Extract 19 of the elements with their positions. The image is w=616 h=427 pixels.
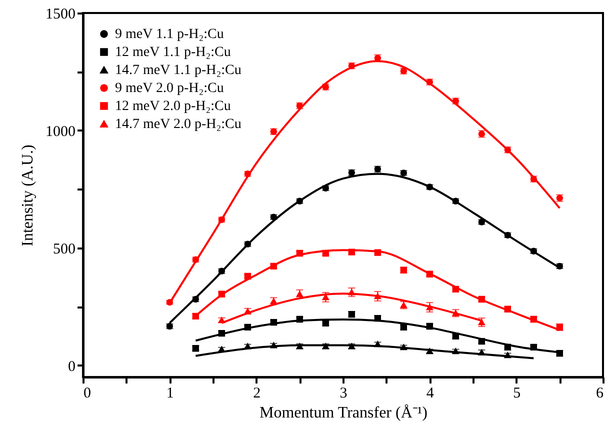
y-tick-label: 1000 <box>46 124 76 140</box>
x-tick-label: 4 <box>426 386 434 402</box>
x-tick-label: 3 <box>340 386 348 402</box>
x-tick-label: 5 <box>513 386 521 402</box>
x-tick-label: 0 <box>84 386 91 402</box>
legend-label: 14.7 meV 2.0 p-H₂:Cu <box>115 117 242 132</box>
y-tick-label: 500 <box>53 241 76 258</box>
x-axis-title: Momentum Transfer (Å⁻¹) <box>259 404 428 422</box>
y-tick-label: 1500 <box>46 6 76 22</box>
legend-label: 12 meV 1.1 p-H₂:Cu <box>115 45 231 60</box>
legend-label: 12 meV 2.0 p-H₂:Cu <box>115 99 231 114</box>
x-tick-label: 2 <box>253 386 261 402</box>
y-tick-label: 0 <box>68 358 76 375</box>
x-tick-label: 6 <box>596 386 604 402</box>
legend-label: 9 meV 2.0 p-H₂:Cu <box>115 81 224 96</box>
legend-label: 14.7 meV 1.1 p-H₂:Cu <box>115 63 242 78</box>
x-tick-label: 1 <box>166 386 174 402</box>
legend-label: 9 meV 1.1 p-H₂:Cu <box>115 27 224 42</box>
y-axis-title: Intensity (A.U.) <box>20 144 36 246</box>
